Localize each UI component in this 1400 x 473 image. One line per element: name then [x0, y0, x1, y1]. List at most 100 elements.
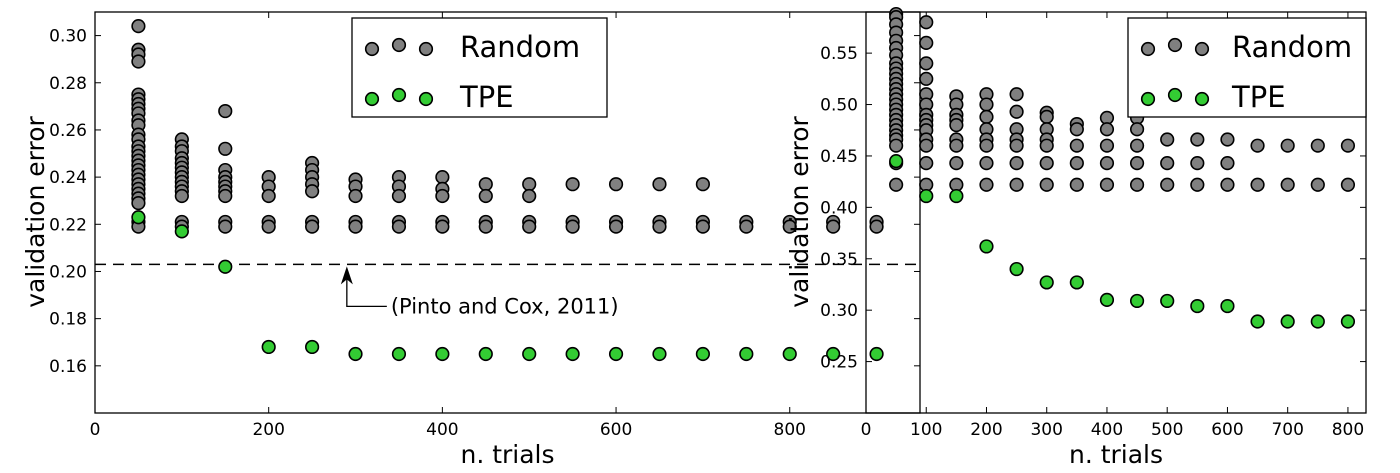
random-point	[348, 219, 363, 234]
random-point	[919, 156, 934, 171]
legend-marker-tpe	[418, 91, 434, 107]
y-tick-label: 0.26	[49, 121, 87, 141]
tpe-point	[391, 346, 407, 362]
y-tick-label: 0.45	[820, 147, 858, 167]
random-point	[131, 19, 146, 34]
y-tick-label: 0.18	[49, 310, 87, 330]
random-point	[695, 177, 710, 192]
tpe-point	[869, 346, 884, 362]
tpe-point	[1039, 275, 1054, 290]
tpe-point	[348, 346, 363, 362]
tpe-point	[218, 259, 233, 274]
x-axis-label: n. trials	[460, 440, 554, 469]
random-point	[1009, 87, 1024, 102]
random-point	[391, 188, 407, 204]
x-tick-label: 600	[600, 420, 632, 440]
y-tick-label: 0.16	[49, 357, 87, 377]
y-tick-label: 0.40	[820, 198, 858, 218]
tpe-point	[522, 346, 537, 362]
tpe-point	[608, 346, 624, 362]
random-point	[919, 138, 934, 153]
random-point	[1009, 177, 1024, 192]
tpe-point	[1009, 261, 1024, 277]
random-point	[218, 188, 233, 204]
tpe-point	[695, 346, 710, 362]
x-tick-label: 200	[970, 420, 1002, 440]
y-tick-label: 0.22	[49, 215, 87, 235]
random-point	[435, 188, 450, 204]
random-point	[565, 219, 580, 234]
tpe-point	[1220, 298, 1235, 314]
random-point	[305, 219, 320, 234]
y-tick-label: 0.50	[820, 96, 858, 116]
x-tick-label: 800	[1332, 420, 1364, 440]
random-point	[174, 188, 189, 204]
tpe-point	[1250, 314, 1265, 329]
tpe-point	[1310, 314, 1325, 329]
chart-panel-1: 0 200 400 600 800 0.16 0.18 0.20 0.22 0.24 0.26 0.2…	[21, 11, 921, 469]
legend: Random TPE	[1127, 17, 1367, 118]
random-point	[131, 54, 146, 69]
x-axis-label: n. trials	[1069, 440, 1163, 469]
random-point	[391, 219, 407, 234]
tpe-point	[1340, 314, 1356, 329]
tpe-point	[979, 239, 994, 254]
random-point	[1310, 177, 1325, 192]
random-point	[305, 184, 320, 199]
x-tick-label: 100	[910, 420, 942, 440]
legend-marker-tpe	[1194, 91, 1210, 107]
random-point	[1280, 138, 1295, 153]
random-point	[1160, 132, 1175, 147]
random-point	[919, 15, 934, 30]
random-point	[1220, 156, 1235, 171]
random-point	[652, 219, 667, 234]
series-tpe	[131, 210, 884, 362]
tpe-point	[435, 346, 450, 362]
tpe-point	[1280, 314, 1295, 329]
tpe-point	[261, 339, 276, 355]
random-point	[919, 35, 934, 50]
random-point	[1129, 156, 1145, 171]
random-point	[1039, 109, 1054, 124]
y-tick-label: 0.30	[820, 301, 858, 321]
random-point	[1009, 156, 1024, 171]
y-tick-label: 0.55	[820, 44, 858, 64]
random-point	[889, 177, 904, 192]
random-point	[949, 118, 964, 133]
tpe-point	[305, 339, 320, 355]
random-point	[261, 219, 276, 234]
random-point	[1250, 138, 1265, 153]
random-point	[979, 138, 994, 153]
y-tick-label: 0.35	[820, 250, 858, 270]
plot-frame	[94, 11, 921, 414]
random-point	[1340, 138, 1356, 153]
random-point	[1250, 177, 1265, 192]
legend-label-tpe: TPE	[1231, 80, 1286, 114]
random-point	[1280, 177, 1295, 192]
random-point	[826, 219, 841, 234]
random-point	[1190, 156, 1205, 171]
random-point	[1039, 156, 1054, 171]
y-tick-label: 0.25	[820, 353, 858, 373]
random-point	[1220, 132, 1235, 147]
legend-label-random: Random	[1232, 30, 1352, 64]
x-tick-label: 300	[1030, 420, 1062, 440]
random-point	[979, 97, 994, 112]
x-tick-label: 800	[774, 420, 806, 440]
tpe-point	[782, 346, 797, 362]
random-point	[1190, 177, 1205, 192]
random-point	[1190, 132, 1205, 147]
legend-label-tpe: TPE	[459, 80, 514, 114]
random-point	[478, 177, 493, 192]
legend-marker-tpe	[1140, 91, 1156, 107]
tpe-point	[174, 224, 189, 239]
random-point	[131, 195, 146, 211]
random-point	[565, 177, 580, 192]
random-point	[1039, 177, 1054, 192]
legend-marker-tpe	[391, 87, 407, 103]
random-point	[979, 156, 994, 171]
legend-marker-tpe	[364, 91, 380, 107]
random-point	[1099, 177, 1115, 192]
random-point	[348, 188, 363, 204]
annotation-label: (Pinto and Cox, 2011)	[391, 294, 619, 318]
